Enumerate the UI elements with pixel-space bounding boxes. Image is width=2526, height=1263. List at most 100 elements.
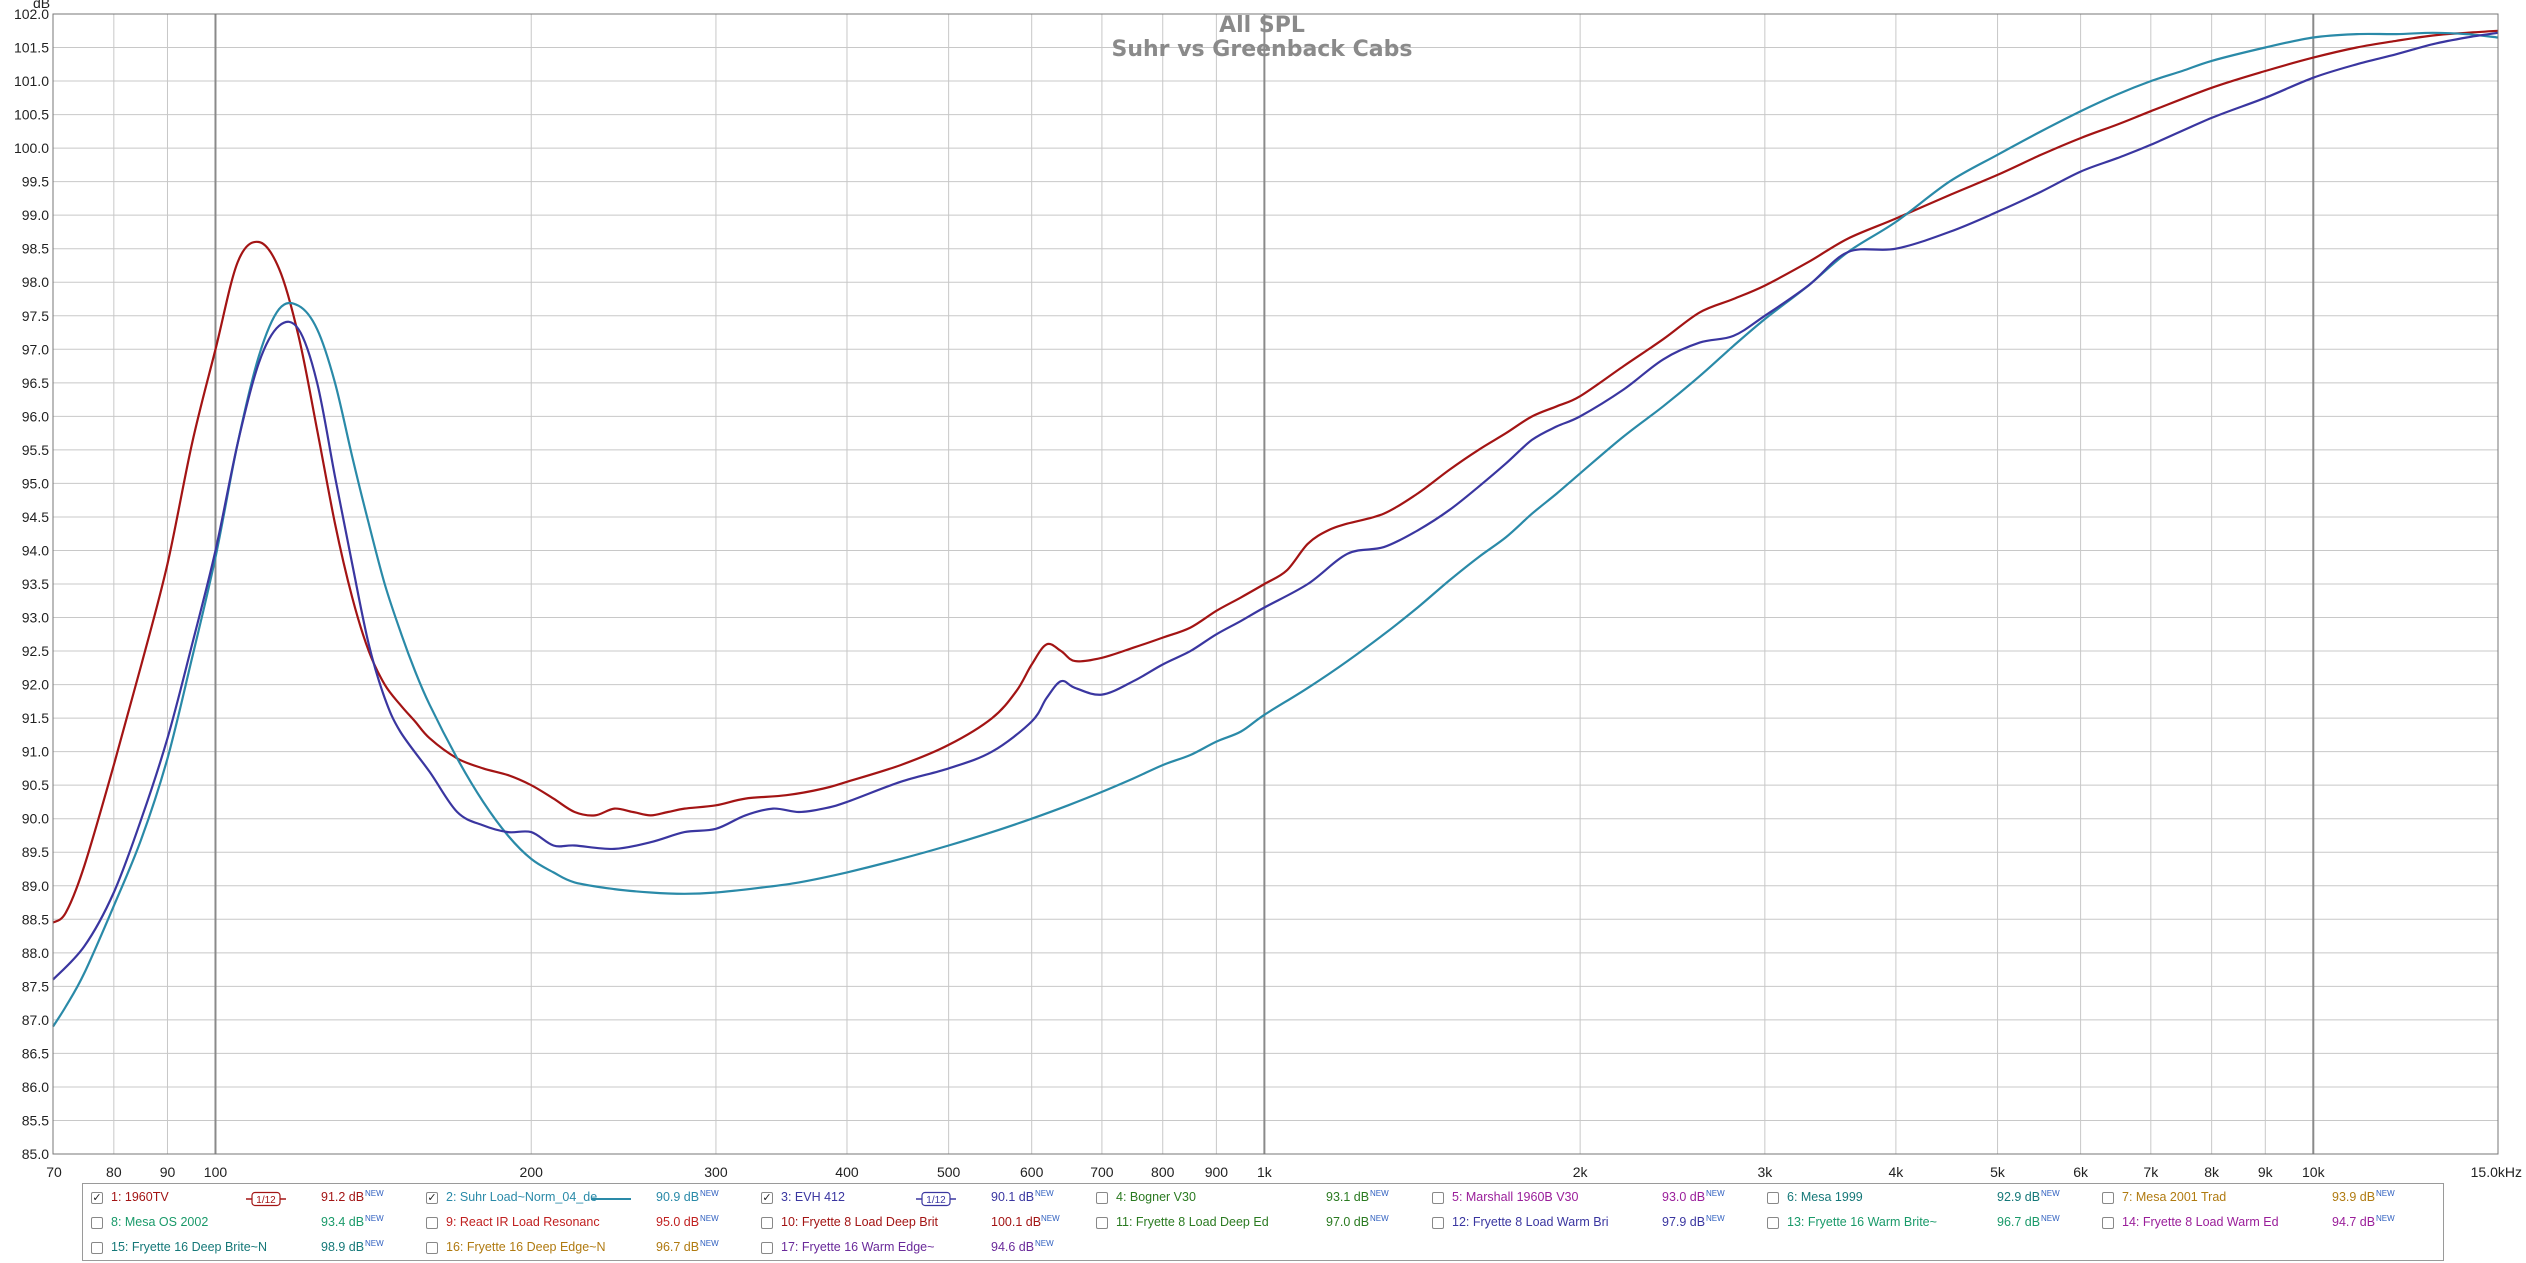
legend-checkbox[interactable] (2102, 1192, 2114, 1204)
y-tick-label: 92.5 (22, 643, 49, 659)
legend-item[interactable]: 9: React IR Load Resonanc 95.0 dB NEW (426, 1213, 756, 1235)
legend-checkbox[interactable]: ✓ (761, 1192, 773, 1204)
legend-value: 93.4 dB (321, 1215, 365, 1229)
legend-label: 6: Mesa 1999 (1787, 1190, 1863, 1204)
smoothing-swatch[interactable]: 1/12 (246, 1191, 286, 1207)
legend-label: 8: Mesa OS 2002 (111, 1215, 209, 1229)
legend-item[interactable]: ✓ 1: 1960TV 1/12 91.2 dB NEW (91, 1188, 421, 1210)
x-tick-label: 90 (160, 1164, 176, 1180)
smoothing-swatch[interactable]: 1/12 (916, 1191, 956, 1207)
legend-checkbox[interactable] (2102, 1217, 2114, 1229)
new-badge: NEW (2041, 1189, 2060, 1198)
x-tick-label: 15.0kHz (2471, 1164, 2522, 1180)
legend-item[interactable]: 14: Fryette 8 Load Warm Ed 94.7 dB NEW (2102, 1213, 2432, 1235)
y-tick-label: 93.5 (22, 576, 49, 592)
x-tick-label: 200 (520, 1164, 544, 1180)
y-tick-label: 90.5 (22, 777, 49, 793)
x-tick-label: 800 (1151, 1164, 1175, 1180)
legend-label: 17: Fryette 16 Warm Edge~ (781, 1240, 935, 1254)
legend-checkbox[interactable]: ✓ (91, 1192, 103, 1204)
legend-item[interactable]: 7: Mesa 2001 Trad 93.9 dB NEW (2102, 1188, 2432, 1210)
x-tick-label: 700 (1090, 1164, 1114, 1180)
legend-item[interactable]: ✓ 3: EVH 412 1/12 90.1 dB NEW (761, 1188, 1091, 1210)
y-tick-label: 91.5 (22, 710, 49, 726)
y-tick-label: 87.5 (22, 978, 49, 994)
legend-label: 4: Bogner V30 (1116, 1190, 1196, 1204)
y-axis-ticks: 85.0 85.5 86.0 86.5 87.0 87.5 88.0 88.5 89.0 89.5… (14, 6, 49, 1162)
new-badge: NEW (1706, 1214, 1725, 1223)
legend-label: 10: Fryette 8 Load Deep Brit (781, 1215, 939, 1229)
legend-item[interactable]: 8: Mesa OS 2002 93.4 dB NEW (91, 1213, 421, 1235)
legend-panel: ✓ 1: 1960TV 1/12 91.2 dB NEW ✓ 2: Suhr Load~No… (82, 1183, 2444, 1261)
new-badge: NEW (2376, 1189, 2395, 1198)
x-tick-label: 2k (1573, 1164, 1589, 1180)
legend-value: 97.0 dB (1326, 1215, 1370, 1229)
x-tick-label: 400 (835, 1164, 859, 1180)
line-swatch (591, 1191, 631, 1207)
legend-item[interactable]: 17: Fryette 16 Warm Edge~ 94.6 dB NEW (761, 1238, 1091, 1260)
y-tick-label: 101.5 (14, 40, 49, 56)
legend-label: 2: Suhr Load~Norm_04_de (446, 1190, 598, 1204)
legend-item[interactable]: 10: Fryette 8 Load Deep Brit 100.1 dB NEW (761, 1213, 1091, 1235)
legend-checkbox[interactable] (426, 1242, 438, 1254)
x-tick-label: 100 (204, 1164, 228, 1180)
y-tick-label: 89.0 (22, 878, 49, 894)
new-badge: NEW (700, 1239, 719, 1248)
new-badge: NEW (1706, 1189, 1725, 1198)
legend-label: 5: Marshall 1960B V30 (1452, 1190, 1579, 1204)
legend-checkbox[interactable] (761, 1217, 773, 1229)
new-badge: NEW (1041, 1214, 1060, 1223)
legend-checkbox[interactable] (426, 1217, 438, 1229)
y-tick-label: 101.0 (14, 73, 49, 89)
legend-item[interactable]: 16: Fryette 16 Deep Edge~N 96.7 dB NEW (426, 1238, 756, 1260)
x-tick-label: 600 (1020, 1164, 1044, 1180)
x-tick-label: 8k (2204, 1164, 2220, 1180)
legend-value: 96.7 dB (656, 1240, 700, 1254)
y-tick-label: 92.0 (22, 677, 49, 693)
legend-item[interactable]: 4: Bogner V30 93.1 dB NEW (1096, 1188, 1426, 1210)
legend-label: 16: Fryette 16 Deep Edge~N (446, 1240, 606, 1254)
legend-item[interactable]: 6: Mesa 1999 92.9 dB NEW (1767, 1188, 2097, 1210)
y-tick-label: 96.5 (22, 375, 49, 391)
legend-label: 7: Mesa 2001 Trad (2122, 1190, 2227, 1204)
legend-value: 93.1 dB (1326, 1190, 1370, 1204)
y-tick-label: 102.0 (14, 6, 49, 22)
y-tick-label: 96.0 (22, 408, 49, 424)
y-tick-label: 88.0 (22, 945, 49, 961)
y-tick-label: 97.5 (22, 308, 49, 324)
legend-item[interactable]: 11: Fryette 8 Load Deep Ed 97.0 dB NEW (1096, 1213, 1426, 1235)
legend-item[interactable]: 12: Fryette 8 Load Warm Bri 97.9 dB NEW (1432, 1213, 1762, 1235)
legend-checkbox[interactable] (1767, 1192, 1779, 1204)
x-tick-label: 6k (2073, 1164, 2089, 1180)
y-tick-label: 89.5 (22, 844, 49, 860)
legend-item[interactable]: ✓ 2: Suhr Load~Norm_04_de 90.9 dB NEW (426, 1188, 756, 1210)
legend-value: 92.9 dB (1997, 1190, 2041, 1204)
legend-label: 3: EVH 412 (781, 1190, 845, 1204)
chart-series (52, 29, 2499, 1028)
x-tick-label: 70 (46, 1164, 62, 1180)
legend-item[interactable]: 5: Marshall 1960B V30 93.0 dB NEW (1432, 1188, 1762, 1210)
legend-checkbox[interactable] (1096, 1192, 1108, 1204)
new-badge: NEW (700, 1189, 719, 1198)
y-tick-label: 95.5 (22, 442, 49, 458)
legend-label: 14: Fryette 8 Load Warm Ed (2122, 1215, 2279, 1229)
chart-subtitle: Suhr vs Greenback Cabs (1112, 37, 1413, 62)
new-badge: NEW (2041, 1214, 2060, 1223)
legend-value: 97.9 dB (1662, 1215, 1706, 1229)
legend-checkbox[interactable] (91, 1217, 103, 1229)
legend-checkbox[interactable] (1096, 1217, 1108, 1229)
legend-item[interactable]: 15: Fryette 16 Deep Brite~N 98.9 dB NEW (91, 1238, 421, 1260)
legend-checkbox[interactable] (1767, 1217, 1779, 1229)
legend-checkbox[interactable] (1432, 1217, 1444, 1229)
x-tick-label: 80 (106, 1164, 122, 1180)
legend-checkbox[interactable] (1432, 1192, 1444, 1204)
y-tick-label: 87.0 (22, 1012, 49, 1028)
legend-checkbox[interactable]: ✓ (426, 1192, 438, 1204)
legend-checkbox[interactable] (761, 1242, 773, 1254)
legend-label: 15: Fryette 16 Deep Brite~N (111, 1240, 267, 1254)
legend-value: 93.9 dB (2332, 1190, 2376, 1204)
legend-checkbox[interactable] (91, 1242, 103, 1254)
y-tick-label: 94.0 (22, 542, 49, 558)
legend-label: 9: React IR Load Resonanc (446, 1215, 600, 1229)
legend-item[interactable]: 13: Fryette 16 Warm Brite~ 96.7 dB NEW (1767, 1213, 2097, 1235)
